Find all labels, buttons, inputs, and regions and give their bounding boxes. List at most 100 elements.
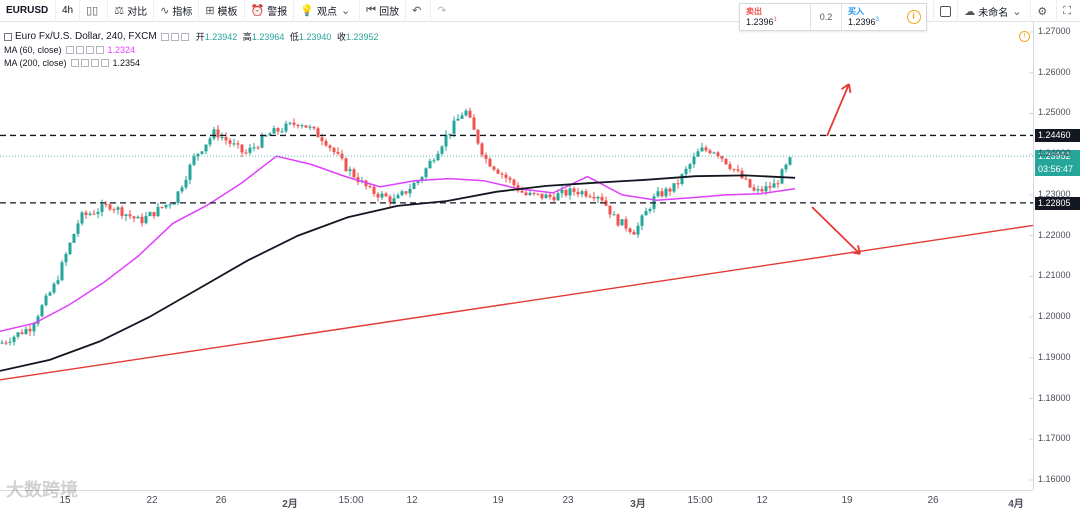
candle-body [656, 191, 660, 197]
candle-body [740, 170, 744, 179]
candle-body [288, 122, 292, 124]
breakdown-arrow-head [857, 245, 861, 255]
ideas-button[interactable]: 💡 观点 ⌄ [294, 0, 361, 22]
candle-body [568, 188, 572, 196]
support-price-tag: 1.22805 [1035, 196, 1080, 210]
ma60-label: MA (60, close) [4, 44, 62, 55]
symbol-search[interactable]: EURUSD [0, 0, 56, 22]
fullscreen-button[interactable]: ⛶ [1056, 0, 1080, 22]
breakout-up-arrow [826, 83, 850, 137]
candle-body [148, 212, 152, 217]
candle-body [468, 110, 472, 118]
candle-body [372, 186, 376, 194]
candle-body [128, 214, 132, 217]
candle-body [428, 160, 432, 169]
candle-body [324, 141, 328, 146]
chart-type-button[interactable]: ▯▯ [80, 0, 109, 22]
open-value: 1.23942 [204, 31, 238, 42]
candle-body [488, 158, 492, 167]
time-axis[interactable]: 15 22 26 2月 15:00 12 19 23 3月 15:00 12 19 26 4月 [0, 490, 1033, 510]
candle-body [328, 145, 332, 148]
collapse-legend-icon[interactable] [4, 32, 12, 41]
price-tick-label: 1.25000 [1038, 107, 1071, 118]
trade-info-button[interactable]: i [901, 4, 926, 30]
candle-body [172, 202, 176, 205]
templates-icon: ⊞ [205, 5, 215, 17]
candle-body [236, 143, 240, 145]
candle-body [272, 128, 276, 134]
sell-price: 1.2396 [746, 17, 774, 27]
interval-button[interactable]: 4h [56, 0, 81, 22]
candle-body [276, 128, 280, 132]
candle-body [452, 120, 456, 134]
ma60-controls[interactable] [65, 45, 104, 54]
sell-button[interactable]: 卖出 1.23961 [740, 4, 811, 30]
close-label: 收 [336, 31, 346, 42]
replay-button[interactable]: ⏮ 回放 [360, 0, 407, 22]
candle-body [752, 187, 756, 191]
candle-body [448, 133, 452, 135]
settings-button[interactable]: ⚙ [1030, 0, 1056, 22]
templates-button[interactable]: ⊞ 模板 [199, 0, 245, 22]
candle-body [408, 188, 412, 194]
candle-body [160, 206, 164, 208]
candle-body [176, 191, 180, 203]
series-controls[interactable] [160, 32, 189, 41]
price-chart[interactable] [0, 22, 1034, 490]
candle-body [316, 128, 320, 138]
candle-body [144, 216, 148, 224]
candle-body [548, 194, 552, 197]
candle-body [192, 156, 196, 165]
alert-label: 警报 [267, 7, 288, 18]
candle-body [464, 110, 468, 116]
candle-body [624, 219, 628, 229]
candle-body [196, 153, 200, 157]
candle-body [696, 151, 700, 157]
cloud-icon: ☁ [964, 5, 976, 18]
compare-button[interactable]: ⚖ 对比 [108, 0, 155, 22]
candle-body [672, 183, 676, 192]
candle-body [640, 215, 644, 226]
candle-body [476, 129, 480, 144]
candle-body [216, 129, 220, 138]
candle-body [132, 216, 136, 219]
candle-body [0, 342, 4, 344]
redo-button[interactable]: ↷ [431, 0, 455, 22]
symbol-label: EURUSD [6, 5, 49, 16]
candle-body [560, 189, 564, 194]
candle-body [572, 188, 576, 192]
candle-body [228, 140, 232, 144]
undo-button[interactable]: ↶ [406, 0, 432, 22]
candle-body [528, 192, 532, 196]
price-axis[interactable]: 1.24460 1.23952 03:56:47 1.22805 1.27000… [1033, 22, 1080, 490]
alert-button[interactable]: ⏰ 警报 [245, 0, 295, 22]
time-tick-label: 19 [841, 495, 853, 506]
templates-label: 模板 [217, 7, 238, 18]
layout-button[interactable] [933, 0, 957, 22]
candle-body [260, 135, 264, 148]
info-icon[interactable]: ! [1019, 31, 1030, 42]
info-icon: i [906, 10, 921, 24]
indicators-button[interactable]: ∿ 指标 [154, 0, 200, 22]
candle-body [456, 118, 460, 121]
save-layout-button[interactable]: ☁ 未命名 ⌄ [957, 0, 1030, 22]
spread-value: 0.2 [819, 12, 833, 22]
candle-body [668, 188, 672, 192]
price-tick-label: 1.17000 [1038, 433, 1071, 444]
candle-body [384, 193, 388, 197]
buy-button[interactable]: 买入 1.23963 [841, 4, 901, 30]
candle-body [628, 228, 632, 232]
candle-body [380, 193, 384, 198]
candle-body [576, 191, 580, 195]
redo-icon: ↷ [437, 5, 447, 17]
chart-pane[interactable] [0, 22, 1034, 490]
candle-body [32, 323, 36, 332]
candle-body [512, 179, 516, 186]
candle-body [24, 328, 28, 334]
candle-body [724, 158, 728, 165]
ma200-controls[interactable] [70, 58, 109, 67]
candle-body [200, 151, 204, 154]
candle-body [768, 186, 772, 188]
high-label: 高 [242, 31, 252, 42]
chart-legend: Euro Fx/U.S. Dollar, 240, FXCM 开1.23942 … [4, 30, 382, 69]
